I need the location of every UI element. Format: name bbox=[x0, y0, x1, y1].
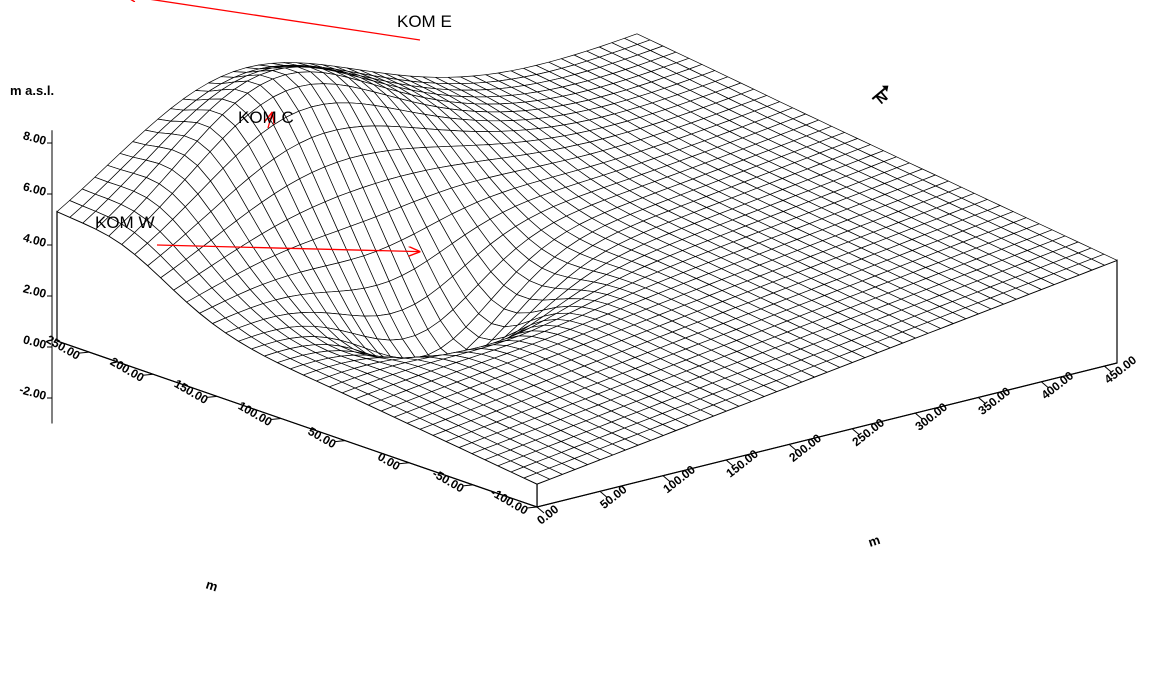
x-tick bbox=[725, 459, 734, 467]
x-tick bbox=[977, 397, 986, 404]
y-axis-label: m bbox=[204, 577, 220, 595]
y-tick bbox=[334, 440, 346, 443]
annotation-label: KOM C bbox=[238, 108, 294, 127]
z-axis: -2.00 0.00 2.00 4.00 6.00 8.00 bbox=[18, 128, 53, 424]
x-tick bbox=[1104, 365, 1112, 373]
x-tick bbox=[536, 506, 545, 514]
x-tick bbox=[1041, 381, 1049, 389]
z-tick-label: 4.00 bbox=[22, 230, 48, 250]
y-axis-line bbox=[56, 340, 538, 508]
z-tick-label: 2.00 bbox=[22, 281, 48, 301]
z-tick-label: 8.00 bbox=[22, 128, 48, 148]
y-tick bbox=[526, 506, 538, 509]
y-tick bbox=[142, 373, 154, 376]
y-tick bbox=[206, 395, 218, 398]
z-axis-label: m a.s.l. bbox=[10, 83, 54, 98]
annotations: KOM W KOM C KOM E bbox=[95, 0, 452, 252]
x-tick bbox=[788, 444, 797, 451]
z-tick-label: 0.00 bbox=[22, 332, 48, 352]
x-tick bbox=[914, 412, 923, 420]
y-tick bbox=[398, 462, 410, 465]
annotation-label: KOM E bbox=[397, 12, 452, 31]
x-axis-line bbox=[536, 362, 1118, 508]
y-tick bbox=[78, 351, 90, 354]
surface-mesh bbox=[56, 33, 1118, 485]
north-arrow-icon: N bbox=[871, 85, 891, 107]
annotation-arrow bbox=[268, 113, 272, 129]
x-tick bbox=[662, 475, 671, 483]
x-axis-label: m bbox=[866, 532, 882, 550]
annotation-arrow bbox=[156, 244, 419, 252]
z-tick-label: 6.00 bbox=[22, 179, 48, 199]
annotation-label: KOM W bbox=[95, 213, 155, 232]
x-tick bbox=[851, 428, 860, 436]
y-tick bbox=[462, 484, 474, 487]
z-tick-label: -2.00 bbox=[18, 382, 48, 403]
y-tick bbox=[270, 417, 282, 420]
x-tick bbox=[599, 490, 608, 498]
annotation-arrow bbox=[125, 0, 421, 41]
